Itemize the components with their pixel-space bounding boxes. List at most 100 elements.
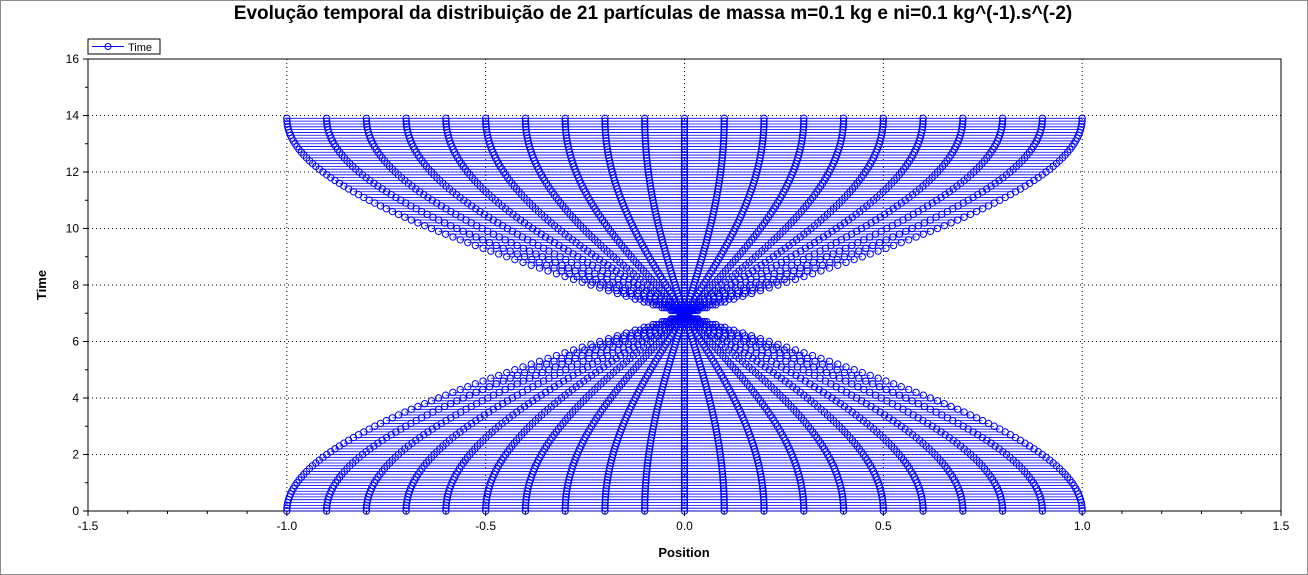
data-point	[720, 131, 728, 139]
data-point	[680, 374, 689, 382]
data-point	[680, 357, 689, 365]
data-point	[714, 439, 723, 447]
data-point	[680, 286, 689, 295]
data-point	[604, 286, 613, 295]
data-point	[783, 270, 791, 278]
data-point	[641, 131, 649, 139]
data-point	[680, 114, 689, 123]
data-point	[680, 402, 689, 411]
data-point	[503, 253, 511, 261]
data-point	[756, 334, 765, 343]
data-point	[889, 241, 898, 250]
data-point	[641, 501, 649, 510]
data-point	[525, 374, 534, 382]
data-point	[414, 219, 422, 227]
data-point	[402, 507, 410, 515]
data-point	[799, 498, 808, 507]
data-point	[364, 128, 373, 137]
data-point	[680, 408, 689, 416]
data-point	[680, 481, 689, 490]
data-point	[562, 131, 570, 139]
data-point	[803, 360, 811, 368]
data-point	[323, 123, 332, 131]
data-point	[919, 507, 927, 515]
data-point	[519, 244, 528, 252]
data-point	[707, 219, 715, 227]
data-point	[719, 479, 727, 487]
data-point	[601, 120, 609, 128]
data-point	[758, 479, 766, 487]
data-point	[972, 207, 981, 216]
data-point	[680, 371, 689, 380]
data-point	[882, 385, 890, 394]
data-point	[720, 501, 728, 510]
data-point	[680, 349, 689, 357]
data-point	[641, 120, 649, 128]
data-point	[747, 332, 756, 340]
data-point	[715, 445, 724, 453]
data-point	[680, 154, 689, 162]
data-point	[838, 493, 847, 501]
data-point	[908, 397, 916, 405]
data-point	[680, 238, 689, 247]
data-point	[563, 484, 571, 493]
data-point	[680, 487, 689, 495]
data-point	[717, 165, 725, 173]
data-point	[842, 363, 850, 371]
data-point	[803, 261, 811, 269]
data-point	[919, 117, 927, 125]
data-point	[680, 340, 689, 349]
data-point	[522, 498, 530, 507]
data-point	[654, 399, 663, 408]
data-point	[523, 487, 532, 495]
data-point	[427, 397, 436, 405]
data-point	[788, 261, 796, 269]
data-point	[720, 125, 728, 134]
data-point	[858, 368, 866, 377]
data-point	[642, 151, 651, 159]
data-point	[644, 168, 653, 176]
data-point	[680, 205, 689, 213]
data-point	[550, 371, 559, 380]
data-point	[710, 205, 719, 213]
data-point	[653, 405, 661, 413]
data-point	[644, 456, 652, 464]
data-point	[720, 507, 728, 515]
data-point	[479, 385, 487, 394]
data-point	[718, 464, 726, 473]
data-point	[363, 125, 372, 134]
data-point	[323, 120, 331, 128]
data-point	[776, 354, 784, 363]
data-point	[362, 120, 371, 128]
data-point	[717, 462, 726, 470]
data-point	[578, 278, 586, 286]
data-point	[528, 255, 536, 264]
data-point	[561, 501, 570, 510]
data-point	[528, 366, 536, 374]
data-point	[479, 236, 487, 244]
data-point	[754, 162, 762, 171]
data-point	[404, 128, 412, 137]
data-point	[561, 123, 570, 131]
data-point	[757, 148, 765, 156]
data-point	[513, 380, 521, 388]
data-point	[680, 476, 689, 484]
data-point	[809, 363, 818, 371]
data-point	[402, 117, 410, 125]
y-tick-label: 2	[72, 448, 79, 462]
data-point	[680, 196, 689, 204]
data-point	[596, 284, 604, 292]
data-point	[685, 312, 693, 320]
data-point	[805, 368, 813, 377]
data-point	[562, 134, 571, 142]
data-point	[834, 261, 842, 269]
data-point	[879, 120, 887, 128]
data-point	[782, 357, 790, 365]
data-point	[427, 224, 436, 233]
data-point	[647, 185, 655, 193]
data-point	[826, 363, 834, 371]
data-point	[631, 295, 639, 303]
data-point	[680, 244, 689, 252]
data-point	[760, 120, 768, 128]
data-point	[596, 337, 604, 346]
